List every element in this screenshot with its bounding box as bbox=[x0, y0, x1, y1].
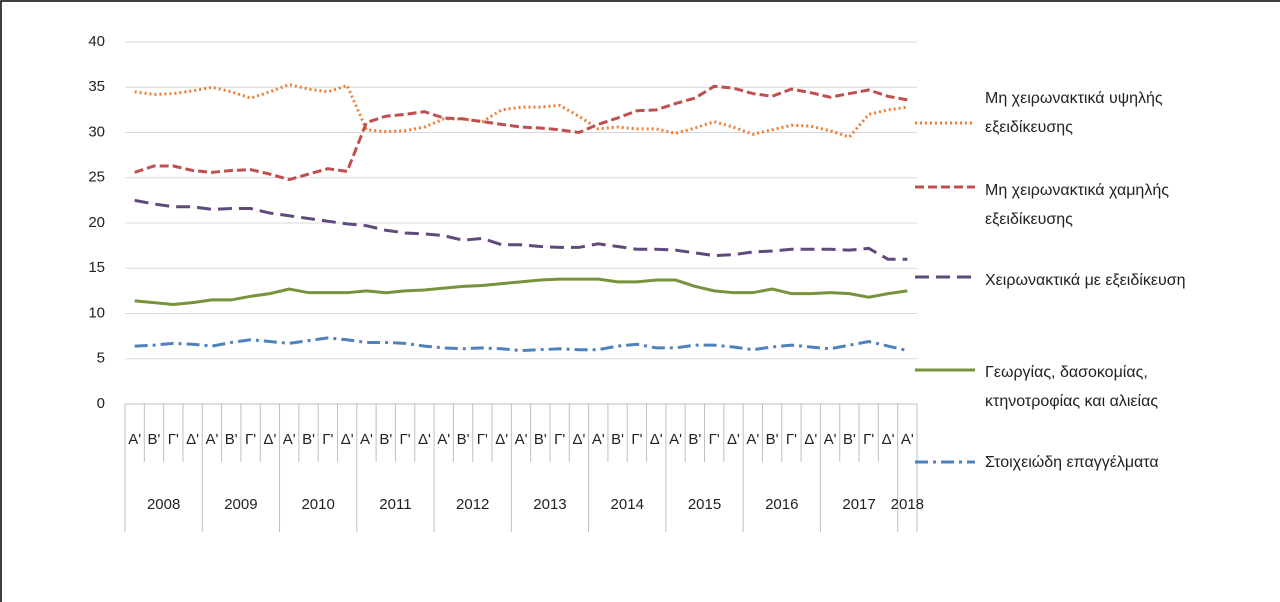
x-tick-label: Γ' bbox=[709, 431, 720, 448]
x-tick-label: Β' bbox=[688, 431, 701, 448]
x-tick-label: Γ' bbox=[631, 431, 642, 448]
legend-label: Στοιχειώδη επαγγέλματα bbox=[985, 454, 1159, 471]
x-tick-label: Β' bbox=[225, 431, 238, 448]
x-tick-label: Α' bbox=[746, 431, 759, 448]
series-line bbox=[134, 336, 908, 353]
legend-label: Μη χειρωνακτικά υψηλής εξειδίκευσης bbox=[985, 90, 1163, 136]
y-tick-label: 5 bbox=[97, 350, 105, 367]
x-tick-label: Β' bbox=[843, 431, 856, 448]
legend-label: Γεωργίας, δασοκομίας, κτηνοτροφίας και α… bbox=[985, 364, 1159, 410]
x-tick-label: Γ' bbox=[400, 431, 411, 448]
x-tick-label: Γ' bbox=[786, 431, 797, 448]
year-label: 2012 bbox=[456, 496, 489, 513]
y-tick-label: 10 bbox=[88, 304, 105, 321]
x-tick-label: Δ' bbox=[418, 431, 431, 448]
x-tick-label: Α' bbox=[592, 431, 605, 448]
x-tick-label: Γ' bbox=[168, 431, 179, 448]
x-tick-label: Α' bbox=[669, 431, 682, 448]
y-tick-label: 30 bbox=[88, 123, 105, 140]
year-label: 2014 bbox=[611, 496, 644, 513]
x-tick-label: Α' bbox=[283, 431, 296, 448]
x-tick-label: Β' bbox=[457, 431, 470, 448]
x-tick-label: Α' bbox=[437, 431, 450, 448]
year-label: 2015 bbox=[688, 496, 721, 513]
year-label: 2017 bbox=[842, 496, 875, 513]
x-tick-label: Β' bbox=[148, 431, 161, 448]
x-tick-label: Γ' bbox=[863, 431, 874, 448]
year-label: 2018 bbox=[891, 496, 924, 513]
x-tick-label: Δ' bbox=[804, 431, 817, 448]
x-tick-label: Β' bbox=[534, 431, 547, 448]
x-tick-label: Δ' bbox=[341, 431, 354, 448]
x-tick-label: Γ' bbox=[322, 431, 333, 448]
x-tick-label: Δ' bbox=[495, 431, 508, 448]
y-tick-label: 20 bbox=[88, 214, 105, 231]
legend-label: Μη χειρωνακτικά χαμηλής εξειδίκευσης bbox=[985, 182, 1169, 228]
x-tick-label: Α' bbox=[128, 431, 141, 448]
year-label: 2008 bbox=[147, 496, 180, 513]
x-tick-label: Δ' bbox=[186, 431, 199, 448]
y-tick-label: 0 bbox=[97, 395, 105, 412]
year-label: 2016 bbox=[765, 496, 798, 513]
x-tick-label: Β' bbox=[766, 431, 779, 448]
x-tick-label: Α' bbox=[824, 431, 837, 448]
x-tick-label: Α' bbox=[205, 431, 218, 448]
x-tick-label: Δ' bbox=[263, 431, 276, 448]
year-label: 2011 bbox=[379, 496, 411, 513]
year-label: 2010 bbox=[301, 496, 334, 513]
series-line bbox=[134, 84, 908, 182]
series-line bbox=[134, 277, 908, 306]
x-tick-label: Β' bbox=[302, 431, 315, 448]
legend-label: Χειρωνακτικά με εξειδίκευση bbox=[985, 272, 1186, 289]
x-tick-label: Α' bbox=[360, 431, 373, 448]
x-tick-label: Δ' bbox=[573, 431, 586, 448]
series-line bbox=[134, 82, 908, 139]
x-tick-label: Δ' bbox=[727, 431, 740, 448]
x-tick-label: Δ' bbox=[882, 431, 895, 448]
x-tick-label: Γ' bbox=[477, 431, 488, 448]
y-tick-label: 25 bbox=[88, 169, 105, 186]
year-label: 2009 bbox=[224, 496, 257, 513]
year-label: 2013 bbox=[533, 496, 566, 513]
x-tick-label: Γ' bbox=[245, 431, 256, 448]
series-line bbox=[134, 198, 908, 261]
y-tick-label: 15 bbox=[88, 259, 105, 276]
x-tick-label: Α' bbox=[515, 431, 528, 448]
y-tick-label: 35 bbox=[88, 78, 105, 95]
x-tick-label: Α' bbox=[901, 431, 914, 448]
x-tick-label: Β' bbox=[379, 431, 392, 448]
x-tick-label: Β' bbox=[611, 431, 624, 448]
x-tick-label: Γ' bbox=[554, 431, 565, 448]
y-tick-label: 40 bbox=[88, 33, 105, 50]
x-tick-label: Δ' bbox=[650, 431, 663, 448]
